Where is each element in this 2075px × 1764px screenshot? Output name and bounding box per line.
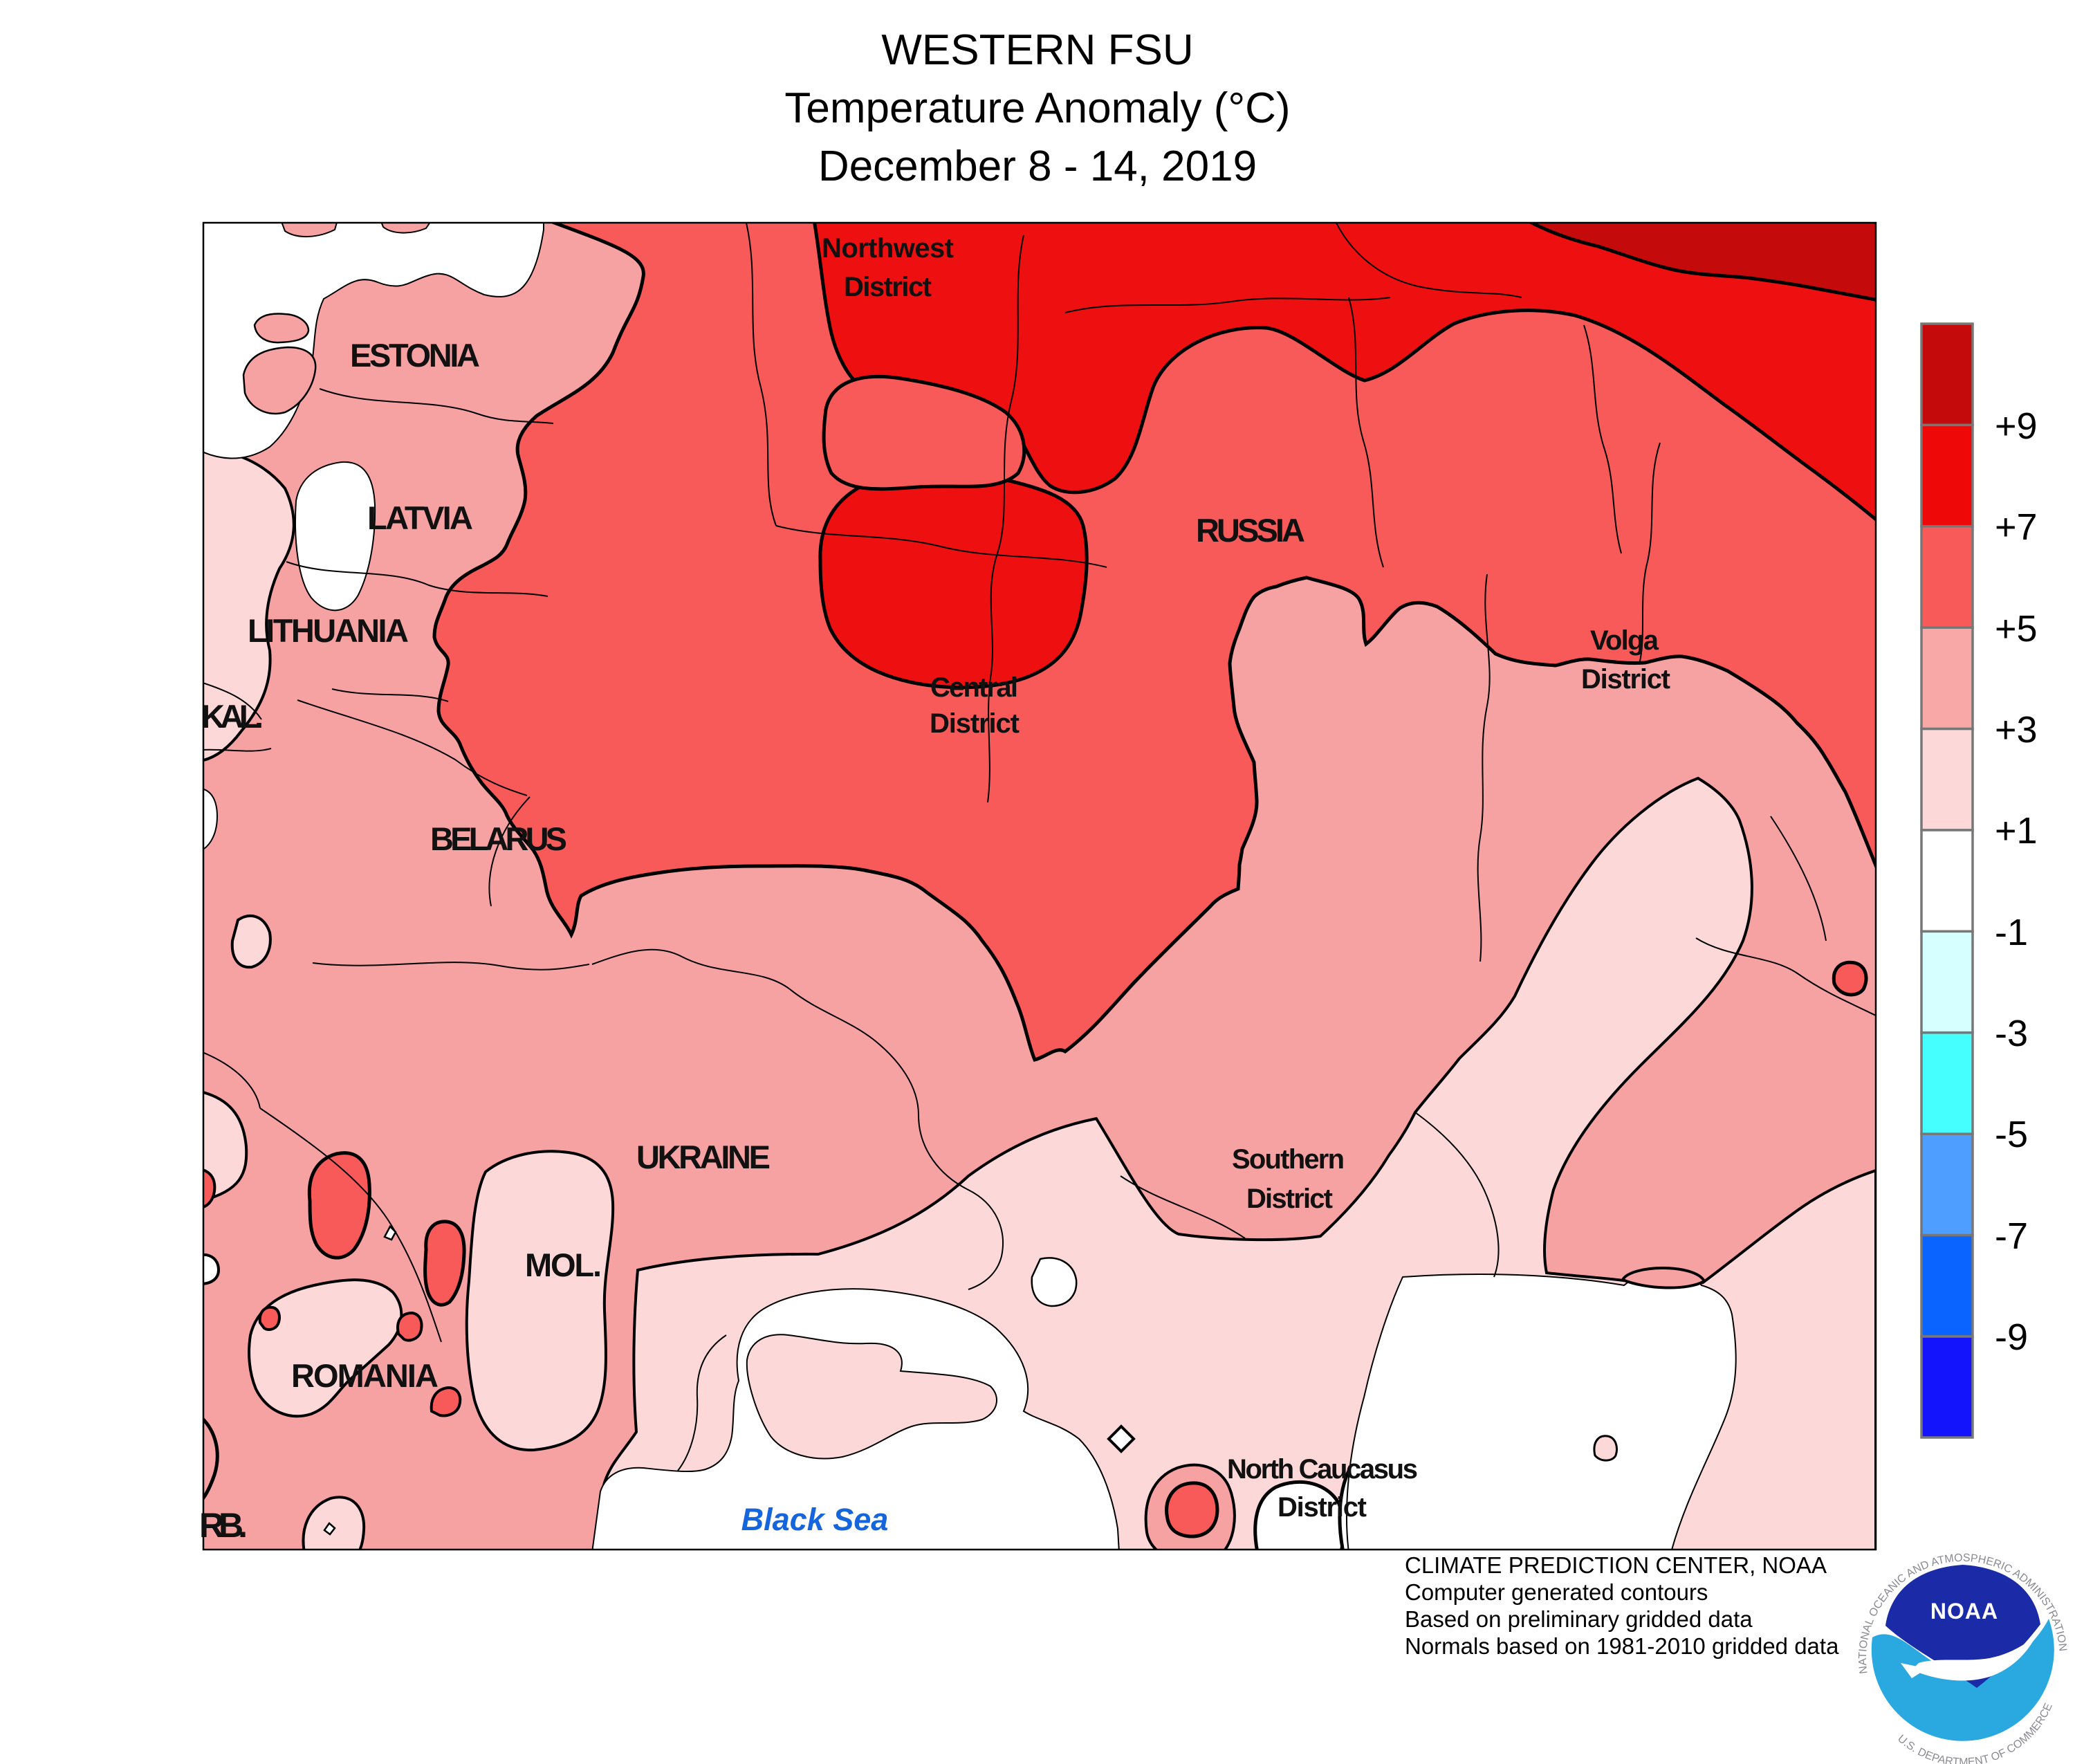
svg-text:-7: -7 [1995, 1215, 2028, 1257]
svg-text:WESTERN FSU: WESTERN FSU [881, 26, 1193, 74]
svg-text:KAL.: KAL. [201, 698, 264, 735]
svg-text:RUSSIA: RUSSIA [1196, 512, 1305, 549]
svg-text:December 8 - 14, 2019: December 8 - 14, 2019 [818, 143, 1257, 190]
svg-text:District: District [844, 272, 932, 302]
svg-text:-3: -3 [1995, 1013, 2028, 1054]
svg-text:District: District [930, 708, 1020, 739]
svg-text:Temperature Anomaly (°C): Temperature Anomaly (°C) [784, 84, 1290, 132]
svg-text:District: District [1278, 1492, 1367, 1523]
svg-text:District: District [1246, 1184, 1333, 1214]
svg-text:+3: +3 [1995, 709, 2038, 751]
svg-text:-1: -1 [1995, 912, 2028, 953]
svg-text:NOAA: NOAA [1930, 1599, 1998, 1624]
svg-text:UKRAINE: UKRAINE [636, 1139, 771, 1175]
svg-text:MOL.: MOL. [525, 1247, 602, 1283]
svg-text:+7: +7 [1995, 506, 2038, 548]
svg-text:Central: Central [930, 672, 1018, 703]
svg-text:Northwest: Northwest [822, 233, 954, 264]
svg-text:North Caucasus: North Caucasus [1227, 1454, 1418, 1485]
svg-text:RB.: RB. [199, 1506, 248, 1545]
svg-text:District: District [1581, 664, 1670, 695]
svg-text:-9: -9 [1995, 1316, 2028, 1358]
svg-text:Computer generated contours: Computer generated contours [1405, 1579, 1708, 1605]
svg-text:CLIMATE PREDICTION CENTER, NOA: CLIMATE PREDICTION CENTER, NOAA [1405, 1552, 1827, 1578]
svg-text:ESTONIA: ESTONIA [350, 337, 480, 374]
svg-text:+5: +5 [1995, 608, 2038, 650]
svg-text:Southern: Southern [1232, 1144, 1345, 1175]
svg-text:BELARUS: BELARUS [430, 820, 567, 857]
svg-text:+9: +9 [1995, 405, 2038, 447]
svg-text:LATVIA: LATVIA [367, 499, 473, 536]
svg-text:Black Sea: Black Sea [741, 1502, 889, 1537]
svg-text:Based on preliminary gridded d: Based on preliminary gridded data [1405, 1606, 1753, 1632]
svg-text:Normals based on 1981-2010 gri: Normals based on 1981-2010 gridded data [1405, 1633, 1839, 1659]
svg-text:+1: +1 [1995, 810, 2038, 852]
svg-text:ROMANIA: ROMANIA [291, 1357, 439, 1394]
svg-text:Volga: Volga [1590, 625, 1659, 656]
svg-text:LITHUANIA: LITHUANIA [248, 612, 409, 649]
svg-text:-5: -5 [1995, 1114, 2028, 1155]
